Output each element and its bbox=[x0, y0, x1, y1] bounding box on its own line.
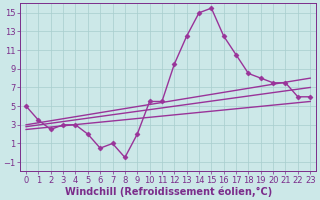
X-axis label: Windchill (Refroidissement éolien,°C): Windchill (Refroidissement éolien,°C) bbox=[65, 186, 272, 197]
